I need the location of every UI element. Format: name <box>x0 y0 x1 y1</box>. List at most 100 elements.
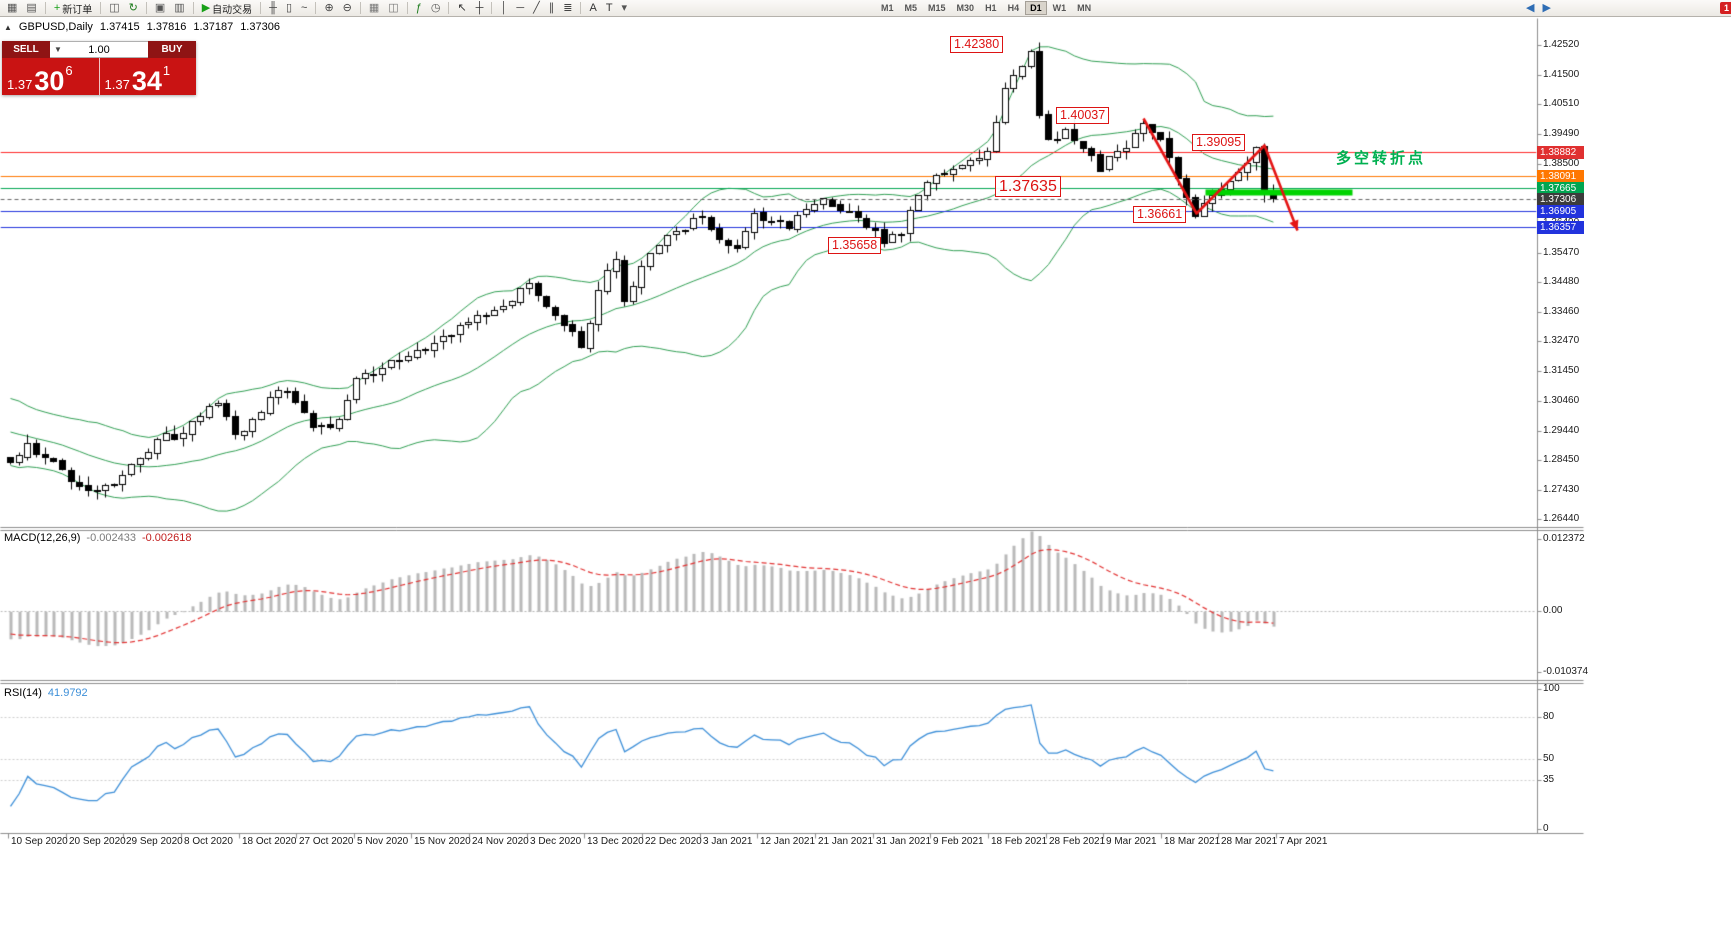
chart-window-icon[interactable]: ◫ <box>105 0 123 16</box>
shapes-dropdown-icon: ▾ <box>621 1 628 14</box>
toolbar-separator <box>260 2 262 14</box>
toolbar-separator <box>192 2 194 14</box>
main-toolbar: ▦ ▤ + 新订单 ◫ ↻ ▣ ▥ ▶ 自动交易 ╫ ▯ ~ ⊕ ⊖ ▦ ◫ ƒ ◷ ↖ ┼ │ ─ ╱ ∥ ≣ A T ▾ M1 M5 M1… <box>0 0 1731 17</box>
chart-symbol-icon: ▲ <box>4 22 12 32</box>
chart-forward-icon: ▶ <box>1542 1 1551 14</box>
chart-back-icon[interactable]: ◀ <box>1522 0 1538 16</box>
trendline-icon[interactable]: ╱ <box>529 0 544 16</box>
timeframe-m30[interactable]: M30 <box>956 3 975 13</box>
low-value: 1.37187 <box>193 21 234 33</box>
bar-chart-icon[interactable]: ╫ <box>265 0 281 16</box>
one-click-trading-panel: SELL ▼ 1.00 BUY 1.37 30 6 1.37 34 1 <box>2 41 196 95</box>
zoom-in-icon[interactable]: ⊕ <box>320 0 337 16</box>
text-tool-icon: A <box>589 1 597 14</box>
buy-button[interactable]: BUY <box>148 41 196 58</box>
cursor-icon[interactable]: ↖ <box>453 0 470 16</box>
tile-windows-icon[interactable]: ▥ <box>170 0 188 16</box>
chart-window-icon: ◫ <box>109 1 120 14</box>
high-value: 1.37816 <box>146 21 187 33</box>
line-chart-icon[interactable]: ~ <box>297 0 311 16</box>
new-order-button-label: 新订单 <box>62 4 93 16</box>
rsi-value: 41.9792 <box>47 687 88 699</box>
symbol-period-label: GBPUSD,Daily <box>18 21 93 33</box>
rsi-indicator-label: RSI(14) 41.9792 <box>4 687 88 699</box>
toolbar-separator <box>448 2 450 14</box>
chart-forward-icon[interactable]: ▶ <box>1538 0 1554 16</box>
grid-icon: ▦ <box>368 1 380 14</box>
toolbar-separator <box>315 2 317 14</box>
timeframe-h1[interactable]: H1 <box>985 3 997 13</box>
channel-icon[interactable]: ∥ <box>545 0 559 16</box>
arrange-windows-icon[interactable]: ◫ <box>384 0 402 16</box>
periods-icon: ◷ <box>430 1 441 14</box>
timeframe-toolbar: M1 M5 M15 M30 H1 H4 D1 W1 MN <box>876 1 1096 15</box>
toolbar-separator <box>406 2 408 14</box>
zoom-out-icon: ⊖ <box>342 1 352 14</box>
toolbar-separator <box>359 2 361 14</box>
timeframe-h4[interactable]: H4 <box>1007 3 1020 13</box>
volume-input[interactable]: ▼ 1.00 <box>50 41 148 58</box>
new-order-button: + <box>53 1 61 14</box>
profiles-icon[interactable]: ▤ <box>22 0 40 16</box>
refresh-icon[interactable]: ↻ <box>125 0 142 16</box>
tile-windows-icon: ▥ <box>174 1 185 14</box>
zoom-out-icon[interactable]: ⊖ <box>339 0 356 16</box>
candlestick-chart-icon: ▯ <box>285 1 293 14</box>
timeframe-d1[interactable]: D1 <box>1025 1 1047 15</box>
periods-icon[interactable]: ◷ <box>427 0 445 16</box>
notification-badge[interactable]: 1 <box>1719 2 1731 14</box>
arrow-tool-icon[interactable]: T <box>602 0 617 16</box>
horizontal-line-icon: ─ <box>516 1 525 14</box>
fibonacci-icon: ≣ <box>563 1 573 14</box>
line-chart-icon: ~ <box>301 1 308 14</box>
auto-trading-button[interactable]: ▶ 自动交易 <box>198 0 256 16</box>
shapes-dropdown-icon[interactable]: ▾ <box>618 0 632 16</box>
timeframe-w1[interactable]: W1 <box>1052 3 1067 13</box>
volume-value: 1.00 <box>88 43 110 56</box>
timeframe-m5[interactable]: M5 <box>904 3 918 13</box>
new-chart-icon[interactable]: ▦ <box>3 0 21 16</box>
macd-indicator-label: MACD(12,26,9) -0.002433 -0.002618 <box>4 532 192 544</box>
auto-trading-button: ▶ <box>201 1 211 14</box>
chart-ohlc-readout: ▲ GBPUSD,Daily 1.37415 1.37816 1.37187 1… <box>4 21 280 33</box>
timeframe-mn[interactable]: MN <box>1077 3 1092 13</box>
toolbar-separator <box>580 2 582 14</box>
auto-trading-button-label: 自动交易 <box>212 4 253 16</box>
close-value: 1.37306 <box>240 21 280 33</box>
new-order-button[interactable]: + 新订单 <box>50 0 96 16</box>
candlestick-chart-icon[interactable]: ▯ <box>282 0 296 16</box>
refresh-icon: ↻ <box>128 1 138 14</box>
chart-scroll-group: ◀ ▶ <box>1522 0 1555 16</box>
cursor-icon: ↖ <box>457 1 467 14</box>
sell-button[interactable]: SELL <box>2 41 50 58</box>
sell-price[interactable]: 1.37 30 6 <box>7 63 73 96</box>
indicators-icon[interactable]: ƒ <box>412 0 426 16</box>
fibonacci-icon[interactable]: ≣ <box>559 0 576 16</box>
indicators-icon: ƒ <box>415 1 422 14</box>
macd-main-value: -0.002433 <box>86 532 136 544</box>
toolbar-separator <box>491 2 493 14</box>
horizontal-line-icon[interactable]: ─ <box>512 0 528 16</box>
crosshair-icon[interactable]: ┼ <box>472 0 488 16</box>
vertical-line-icon[interactable]: │ <box>496 0 511 16</box>
new-chart-icon: ▦ <box>7 1 18 14</box>
open-value: 1.37415 <box>99 21 140 33</box>
macd-signal-value: -0.002618 <box>141 532 192 544</box>
price-divider <box>98 58 100 95</box>
profiles-icon: ▤ <box>26 1 37 14</box>
timeframe-m15[interactable]: M15 <box>928 3 946 13</box>
vertical-line-icon: │ <box>500 1 508 14</box>
cascade-windows-icon[interactable]: ▣ <box>151 0 169 16</box>
volume-dropdown-icon[interactable]: ▼ <box>54 45 62 54</box>
toolbar-separator <box>100 2 102 14</box>
timeframe-m1[interactable]: M1 <box>881 3 894 13</box>
buy-price[interactable]: 1.37 34 1 <box>104 63 171 96</box>
grid-icon[interactable]: ▦ <box>365 0 383 16</box>
crosshair-icon: ┼ <box>475 1 484 14</box>
channel-icon: ∥ <box>548 1 555 14</box>
cascade-windows-icon: ▣ <box>154 1 166 14</box>
text-tool-icon[interactable]: A <box>585 0 600 16</box>
zoom-in-icon: ⊕ <box>324 1 334 14</box>
